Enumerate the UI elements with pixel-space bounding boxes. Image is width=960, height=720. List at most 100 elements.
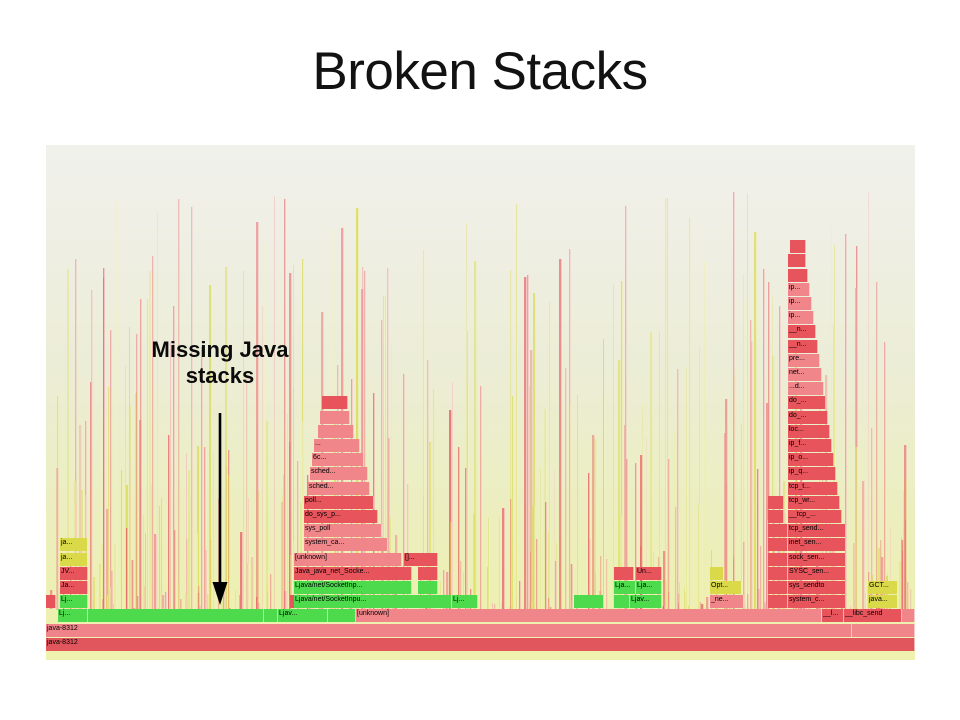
flame-frame[interactable] [173, 306, 175, 610]
flame-frame[interactable] [197, 533, 199, 610]
flame-frame[interactable] [487, 517, 490, 610]
flame-frame[interactable] [903, 445, 907, 610]
flame-frame[interactable] [515, 203, 518, 610]
flame-frame[interactable] [185, 453, 187, 610]
flame-frame[interactable] [178, 198, 180, 610]
flame-frame[interactable] [449, 522, 452, 610]
flame-frame[interactable] [502, 507, 506, 610]
flame-frame[interactable] [529, 350, 533, 610]
flame-frame[interactable] [883, 342, 886, 610]
flame-frame[interactable] [852, 623, 915, 637]
flame-frame[interactable] [204, 447, 207, 610]
flame-frame[interactable] [643, 607, 645, 610]
flame-frame[interactable]: java... [868, 595, 898, 609]
flame-frame[interactable] [143, 515, 145, 610]
flame-frame[interactable] [297, 460, 300, 610]
flame-frame[interactable] [725, 399, 729, 610]
flame-frame[interactable] [902, 528, 904, 610]
flame-frame[interactable] [442, 569, 445, 610]
flame-frame[interactable] [148, 270, 152, 610]
flame-frame[interactable] [153, 534, 157, 610]
flame-frame[interactable] [760, 546, 763, 610]
flame-frame[interactable] [243, 270, 244, 610]
flame-frame[interactable] [115, 201, 117, 610]
flame-frame[interactable] [422, 250, 425, 610]
flame-frame[interactable] [685, 367, 688, 610]
flame-frame[interactable] [460, 560, 463, 610]
flame-frame[interactable] [144, 533, 146, 610]
flame-frame[interactable] [331, 608, 334, 610]
flame-frame[interactable] [862, 480, 865, 610]
flame-frame[interactable] [833, 245, 836, 610]
flame-frame[interactable] [549, 607, 552, 610]
flame-frame[interactable] [529, 552, 532, 610]
flame-frame[interactable] [668, 458, 671, 610]
flame-frame[interactable] [587, 472, 590, 610]
flame-frame[interactable]: do_sys_p... [304, 510, 378, 523]
flame-frame[interactable] [889, 527, 891, 610]
flame-frame[interactable] [524, 277, 528, 610]
flame-frame[interactable] [221, 602, 224, 610]
flame-frame[interactable]: sys... [768, 595, 788, 609]
flame-frame[interactable]: net... [788, 368, 822, 381]
flame-frame[interactable] [173, 529, 176, 610]
flame-frame[interactable] [196, 445, 200, 610]
flame-frame[interactable] [757, 468, 760, 610]
flame-frame[interactable] [360, 289, 364, 610]
flame-frame[interactable] [723, 432, 726, 610]
flame-frame[interactable]: Ja... [60, 581, 88, 594]
flame-frame[interactable] [133, 608, 137, 610]
flame-frame[interactable] [779, 305, 781, 610]
flame-frame[interactable]: ine... [768, 538, 788, 552]
flame-frame[interactable]: sock_sen... [788, 552, 846, 566]
flame-frame[interactable] [322, 396, 348, 410]
flame-frame[interactable] [533, 293, 537, 610]
flame-frame[interactable] [205, 550, 208, 610]
flame-frame[interactable] [256, 222, 260, 610]
flame-frame[interactable] [373, 392, 376, 610]
flame-frame[interactable]: java-8312 [46, 623, 852, 637]
flame-frame[interactable]: sched... [310, 467, 368, 481]
flame-frame[interactable] [255, 597, 258, 610]
flame-frame[interactable]: poll... [304, 495, 374, 509]
flame-frame[interactable] [625, 205, 627, 610]
flame-frame[interactable] [554, 469, 556, 610]
flame-frame[interactable] [623, 425, 626, 610]
flame-frame[interactable] [754, 231, 758, 610]
flame-frame[interactable] [257, 490, 260, 610]
flame-frame[interactable]: ip_q... [788, 467, 836, 481]
flame-frame[interactable] [292, 386, 294, 610]
flame-frame[interactable] [574, 595, 604, 609]
flame-frame[interactable] [222, 601, 226, 610]
flame-frame[interactable] [519, 580, 522, 610]
flame-frame[interactable] [261, 579, 263, 610]
flame-frame[interactable] [199, 606, 202, 610]
flame-frame[interactable] [782, 523, 785, 610]
flame-frame[interactable] [878, 548, 881, 610]
flame-frame[interactable] [620, 514, 623, 610]
flame-frame[interactable] [293, 541, 295, 610]
flame-frame[interactable] [509, 606, 513, 610]
flame-frame[interactable] [635, 463, 638, 610]
flame-frame[interactable] [88, 609, 264, 623]
flame-frame[interactable] [355, 207, 359, 610]
flame-frame[interactable] [771, 607, 773, 610]
flame-frame[interactable] [136, 595, 139, 610]
flame-frame[interactable] [747, 192, 748, 610]
flame-frame[interactable]: tc... [768, 524, 788, 538]
flame-frame[interactable]: t... [768, 495, 784, 509]
flame-frame[interactable] [875, 282, 878, 610]
flame-frame[interactable] [620, 280, 623, 610]
flame-frame[interactable] [498, 517, 501, 610]
flame-frame[interactable] [226, 451, 229, 610]
flame-frame[interactable] [139, 299, 142, 610]
flame-frame[interactable] [151, 483, 153, 610]
flame-frame[interactable] [125, 366, 127, 610]
flame-frame[interactable]: Ljava/net/SocketInp... [294, 581, 412, 594]
flame-frame[interactable]: ip... [788, 297, 812, 310]
flame-frame[interactable] [85, 420, 88, 610]
flame-frame[interactable] [685, 593, 688, 610]
flame-frame[interactable] [904, 519, 907, 610]
flame-frame[interactable] [854, 447, 858, 610]
flame-frame[interactable] [808, 580, 812, 610]
